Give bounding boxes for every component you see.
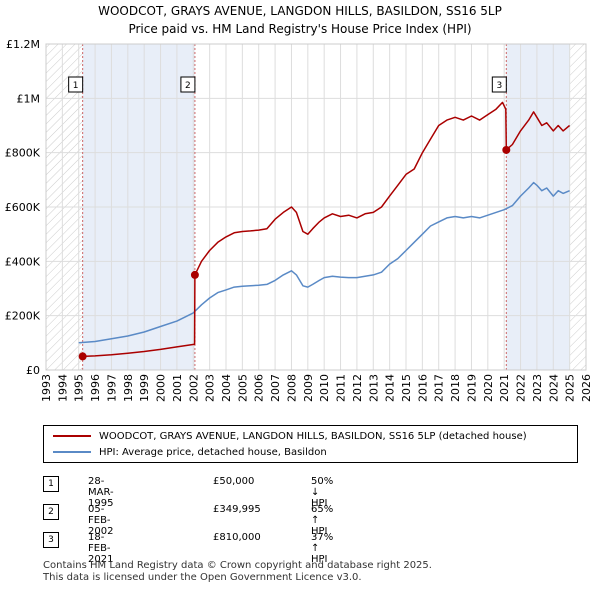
series-line-property [82, 101, 571, 358]
x-tick-label: 1996 [89, 374, 102, 402]
sale-box [491, 76, 507, 93]
sale-point [502, 145, 511, 154]
sale-box-label: 3 [496, 81, 502, 91]
x-tick-label: 1995 [73, 374, 86, 402]
sale-number: 1 [43, 476, 59, 492]
sale-box [68, 76, 84, 93]
x-tick-label: 1997 [105, 374, 118, 402]
sale-point [78, 352, 87, 361]
sale-date: 05-FEB-2002 [88, 504, 114, 537]
x-tick-label: 2004 [220, 374, 233, 402]
x-tick-label: 2021 [498, 374, 511, 402]
x-tick-label: 2003 [204, 374, 217, 402]
x-tick-label: 2002 [187, 374, 200, 402]
x-tick-label: 2001 [171, 374, 184, 402]
x-tick-label: 2012 [351, 374, 364, 402]
sale-price: £810,000 [213, 532, 261, 543]
footer-license: This data is licensed under the Open Gov… [43, 572, 362, 583]
sale-date: 18-FEB-2021 [88, 532, 114, 565]
x-tick-label: 2023 [531, 374, 544, 402]
x-tick-label: 2022 [515, 374, 528, 402]
title-line-2: Price paid vs. HM Land Registry's House … [128, 22, 472, 36]
sale-hpi: 65% ↑ HPI [311, 504, 334, 537]
legend-label-property: WOODCOT, GRAYS AVENUE, LANGDON HILLS, BA… [99, 430, 527, 442]
y-tick-label: £1.2M [6, 38, 40, 51]
x-tick-label: 2000 [155, 374, 168, 402]
y-tick-label: £1M [17, 92, 41, 105]
x-tick-label: 2017 [433, 374, 446, 402]
x-tick-label: 2019 [465, 374, 478, 402]
x-tick-label: 2010 [318, 374, 331, 402]
x-tick-label: 2020 [482, 374, 495, 402]
x-tick-label: 2005 [236, 374, 249, 402]
sale-point [190, 270, 199, 279]
x-tick-label: 2016 [416, 374, 429, 402]
y-tick-label: £600K [5, 201, 41, 214]
chart-title: WOODCOT, GRAYS AVENUE, LANGDON HILLS, BA… [0, 2, 600, 38]
x-tick-label: 1994 [56, 374, 69, 402]
sale-price: £349,995 [213, 504, 261, 515]
x-tick-label: 2011 [335, 374, 348, 402]
x-tick-label: 2007 [269, 374, 282, 402]
footer-copyright: Contains HM Land Registry data © Crown c… [43, 560, 432, 571]
x-tick-label: 2018 [449, 374, 462, 402]
x-tick-label: 2024 [547, 374, 560, 402]
legend-label-hpi: HPI: Average price, detached house, Basi… [99, 446, 327, 458]
sale-box-label: 2 [185, 81, 191, 91]
sale-box-label: 1 [73, 81, 79, 91]
legend-swatch-blue [53, 451, 91, 453]
legend: WOODCOT, GRAYS AVENUE, LANGDON HILLS, BA… [43, 425, 578, 463]
sale-number: 3 [43, 532, 59, 548]
footer: Contains HM Land Registry data © Crown c… [43, 560, 432, 584]
x-tick-label: 2013 [367, 374, 380, 402]
y-tick-label: £0 [26, 364, 40, 377]
x-tick-label: 2015 [400, 374, 413, 402]
x-tick-label: 2026 [580, 374, 593, 402]
sale-box [180, 76, 196, 93]
title-line-1: WOODCOT, GRAYS AVENUE, LANGDON HILLS, BA… [98, 4, 502, 18]
x-tick-label: 1999 [138, 374, 151, 402]
y-tick-label: £800K [5, 147, 41, 160]
series-line-hpi [78, 181, 570, 344]
x-tick-label: 2025 [564, 374, 577, 402]
plot-frame [45, 43, 587, 371]
sale-number: 2 [43, 504, 59, 520]
x-tick-label: 1993 [40, 374, 53, 402]
y-tick-label: £200K [5, 310, 41, 323]
sale-hpi: 50% ↓ HPI [311, 476, 334, 509]
sale-hpi: 37% ↑ HPI [311, 532, 334, 565]
legend-swatch-red [53, 435, 91, 437]
x-tick-label: 2006 [253, 374, 266, 402]
x-tick-label: 2009 [302, 374, 315, 402]
x-tick-label: 1998 [122, 374, 135, 402]
x-tick-label: 2008 [285, 374, 298, 402]
legend-row-property: WOODCOT, GRAYS AVENUE, LANGDON HILLS, BA… [44, 428, 527, 444]
legend-row-hpi: HPI: Average price, detached house, Basi… [44, 444, 327, 460]
x-tick-label: 2014 [384, 374, 397, 402]
y-tick-label: £400K [5, 255, 41, 268]
sale-date: 28-MAR-1995 [88, 476, 114, 509]
sale-price: £50,000 [213, 476, 255, 487]
